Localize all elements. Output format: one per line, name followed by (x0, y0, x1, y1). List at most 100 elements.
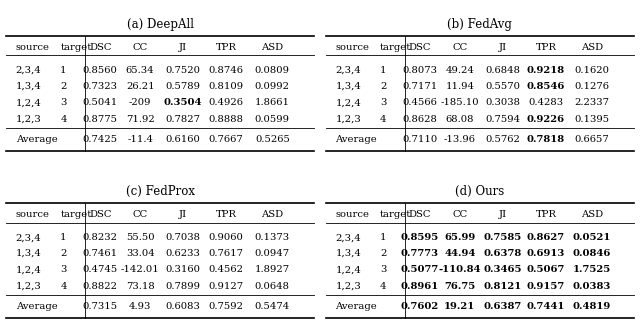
Text: 55.50: 55.50 (126, 233, 154, 242)
Text: target: target (60, 43, 92, 52)
Text: 0.6233: 0.6233 (166, 249, 200, 258)
Text: 0.7667: 0.7667 (209, 135, 244, 144)
Text: ASD: ASD (261, 210, 284, 219)
Text: -13.96: -13.96 (444, 135, 476, 144)
Text: TPR: TPR (536, 210, 556, 219)
Text: 0.8888: 0.8888 (209, 114, 244, 123)
Text: 0.7425: 0.7425 (83, 135, 118, 144)
Text: 0.8746: 0.8746 (209, 66, 244, 75)
Text: 0.7773: 0.7773 (401, 249, 439, 258)
Text: CC: CC (132, 43, 148, 52)
Text: 0.7602: 0.7602 (401, 302, 439, 311)
Text: 1,2,3: 1,2,3 (335, 282, 361, 291)
Text: 0.4566: 0.4566 (403, 98, 437, 107)
Text: 0.8121: 0.8121 (484, 282, 522, 291)
Text: 73.18: 73.18 (126, 282, 154, 291)
Text: Average: Average (335, 135, 377, 144)
Text: CC: CC (452, 43, 467, 52)
Text: 1: 1 (60, 233, 67, 242)
Text: 0.6848: 0.6848 (485, 66, 520, 75)
Text: 0.7592: 0.7592 (209, 302, 244, 311)
Text: 4: 4 (380, 114, 387, 123)
Text: 0.4819: 0.4819 (573, 302, 611, 311)
Text: JI: JI (179, 43, 188, 52)
Text: -110.84: -110.84 (438, 265, 481, 274)
Text: (a) DeepAll: (a) DeepAll (127, 18, 194, 31)
Text: 1,2,4: 1,2,4 (15, 265, 42, 274)
Text: 0.8961: 0.8961 (401, 282, 439, 291)
Text: 0.7617: 0.7617 (209, 249, 244, 258)
Text: 0.0947: 0.0947 (255, 249, 290, 258)
Text: CC: CC (452, 210, 467, 219)
Text: -142.01: -142.01 (121, 265, 159, 274)
Text: 1.7525: 1.7525 (573, 265, 611, 274)
Text: 19.21: 19.21 (444, 302, 476, 311)
Text: 1: 1 (380, 66, 387, 75)
Text: 0.7594: 0.7594 (485, 114, 520, 123)
Text: 2,3,4: 2,3,4 (15, 66, 42, 75)
Text: 0.1620: 0.1620 (575, 66, 609, 75)
Text: 0.3160: 0.3160 (166, 265, 201, 274)
Text: 0.3038: 0.3038 (485, 98, 520, 107)
Text: 0.4562: 0.4562 (209, 265, 244, 274)
Text: (d) Ours: (d) Ours (455, 185, 504, 198)
Text: 3: 3 (380, 265, 387, 274)
Text: (b) FedAvg: (b) FedAvg (447, 18, 512, 31)
Text: -11.4: -11.4 (127, 135, 153, 144)
Text: ASD: ASD (261, 43, 284, 52)
Text: target: target (380, 43, 412, 52)
Text: 0.0521: 0.0521 (573, 233, 611, 242)
Text: 0.8232: 0.8232 (83, 233, 118, 242)
Text: TPR: TPR (216, 210, 237, 219)
Text: 4.93: 4.93 (129, 302, 151, 311)
Text: 0.8546: 0.8546 (527, 82, 565, 91)
Text: 2: 2 (380, 82, 387, 91)
Text: 1: 1 (60, 66, 67, 75)
Text: 65.34: 65.34 (126, 66, 154, 75)
Text: 0.9218: 0.9218 (527, 66, 565, 75)
Text: 3: 3 (60, 265, 67, 274)
Text: 68.08: 68.08 (445, 114, 474, 123)
Text: 0.8627: 0.8627 (527, 233, 565, 242)
Text: source: source (15, 210, 50, 219)
Text: 0.7171: 0.7171 (403, 82, 438, 91)
Text: 0.8595: 0.8595 (401, 233, 439, 242)
Text: 0.6378: 0.6378 (484, 249, 522, 258)
Text: 0.8822: 0.8822 (83, 282, 118, 291)
Text: 1,3,4: 1,3,4 (335, 82, 361, 91)
Text: 1,2,3: 1,2,3 (335, 114, 361, 123)
Text: DSC: DSC (409, 43, 431, 52)
Text: 0.8560: 0.8560 (83, 66, 118, 75)
Text: 1,2,4: 1,2,4 (15, 98, 42, 107)
Text: 0.9127: 0.9127 (209, 282, 244, 291)
Text: 1,2,4: 1,2,4 (335, 265, 361, 274)
Text: 2: 2 (60, 249, 67, 258)
Text: ASD: ASD (581, 43, 603, 52)
Text: Average: Average (15, 135, 58, 144)
Text: 1.8661: 1.8661 (255, 98, 290, 107)
Text: 33.04: 33.04 (126, 249, 154, 258)
Text: 2,3,4: 2,3,4 (15, 233, 42, 242)
Text: 2.2337: 2.2337 (575, 98, 609, 107)
Text: 0.9060: 0.9060 (209, 233, 244, 242)
Text: 76.75: 76.75 (444, 282, 476, 291)
Text: 0.8073: 0.8073 (403, 66, 437, 75)
Text: ASD: ASD (581, 210, 603, 219)
Text: 0.6083: 0.6083 (166, 302, 200, 311)
Text: 0.5265: 0.5265 (255, 135, 290, 144)
Text: 1: 1 (380, 233, 387, 242)
Text: 0.5789: 0.5789 (166, 82, 201, 91)
Text: 0.7827: 0.7827 (166, 114, 201, 123)
Text: 0.5077: 0.5077 (401, 265, 439, 274)
Text: 11.94: 11.94 (445, 82, 474, 91)
Text: 0.5762: 0.5762 (486, 135, 520, 144)
Text: 0.7461: 0.7461 (83, 249, 118, 258)
Text: 2,3,4: 2,3,4 (335, 233, 361, 242)
Text: 1,2,3: 1,2,3 (15, 282, 42, 291)
Text: 65.99: 65.99 (444, 233, 476, 242)
Text: 0.7818: 0.7818 (527, 135, 565, 144)
Text: Average: Average (335, 302, 377, 311)
Text: DSC: DSC (89, 210, 111, 219)
Text: 0.7038: 0.7038 (166, 233, 201, 242)
Text: 0.5041: 0.5041 (83, 98, 118, 107)
